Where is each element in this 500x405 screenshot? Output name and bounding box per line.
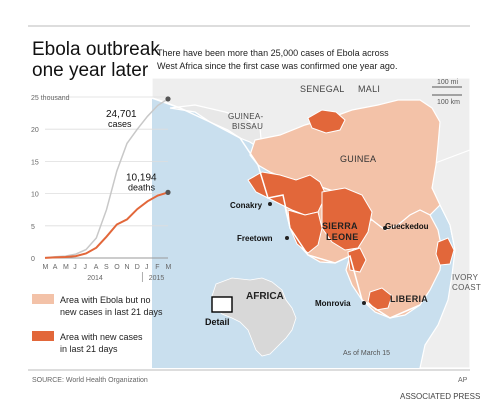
x-tick-label: A bbox=[53, 264, 58, 271]
label-ivory: IVORY bbox=[452, 273, 479, 282]
y-tick-label: 5 bbox=[31, 224, 35, 231]
x-tick-label: J bbox=[145, 264, 149, 271]
label-liberia: LIBERIA bbox=[390, 294, 428, 304]
cases-total-value: 24,701 bbox=[106, 109, 137, 120]
scale-bar: 100 mi 100 km bbox=[432, 79, 462, 106]
label-guinea-bissau-2: BISSAU bbox=[232, 122, 263, 131]
label-conakry: Conakry bbox=[230, 201, 263, 210]
legend-new-cases-line-1: Area with new cases bbox=[60, 332, 143, 342]
label-mali: MALI bbox=[358, 84, 380, 94]
city-dot-monrovia bbox=[362, 301, 366, 305]
y-tick-label: 20 bbox=[31, 127, 39, 134]
africa-silhouette bbox=[211, 277, 297, 357]
legend-swatch-new-cases bbox=[32, 331, 54, 341]
africa-inset: AFRICA Detail bbox=[205, 277, 297, 357]
new-cases-west-sierra-leone bbox=[287, 209, 323, 254]
cases-total-label: cases bbox=[108, 119, 132, 129]
date-note: As of March 15 bbox=[343, 350, 390, 357]
legend-new-cases-line-2: in last 21 days bbox=[60, 344, 118, 354]
label-senegal: SENEGAL bbox=[300, 84, 345, 94]
label-monrovia: Monrovia bbox=[315, 299, 351, 308]
x-tick-label: M bbox=[43, 264, 49, 271]
legend-swatch-old-cases bbox=[32, 294, 54, 304]
subtitle-line-2: West Africa since the first case was con… bbox=[157, 61, 397, 71]
deaths-total-value: 10,194 bbox=[126, 172, 157, 183]
credit-associated-press: ASSOCIATED PRESS bbox=[400, 392, 480, 401]
label-leone: LEONE bbox=[326, 232, 359, 242]
legend: Area with Ebola but no new cases in last… bbox=[32, 294, 163, 354]
x-tick-label: N bbox=[125, 264, 130, 271]
deaths-line bbox=[44, 191, 169, 259]
subtitle-line-1: There have been more than 25,000 cases o… bbox=[157, 48, 389, 58]
label-gueckedou: Gueckedou bbox=[385, 222, 429, 231]
x-tick-label: D bbox=[135, 264, 140, 271]
scale-label-mi: 100 mi bbox=[437, 79, 458, 86]
x-tick-label: A bbox=[94, 264, 99, 271]
city-dot-freetown bbox=[285, 236, 289, 240]
label-coast: COAST bbox=[452, 283, 481, 292]
x-tick-label: F bbox=[155, 264, 159, 271]
x-tick-label: M bbox=[166, 264, 172, 271]
credit-ap: AP bbox=[458, 377, 468, 384]
africa-label: AFRICA bbox=[246, 291, 284, 302]
x-tick-label: O bbox=[114, 264, 120, 271]
y-tick-label: 25 thousand bbox=[31, 95, 70, 102]
cases-endpoint-dot bbox=[165, 96, 171, 102]
senegal-ebola-area bbox=[307, 109, 346, 134]
map: 100 mi 100 km SENEGAL MALI GUINEA- BISSA… bbox=[151, 77, 481, 369]
scale-label-km: 100 km bbox=[437, 99, 460, 106]
y-tick-label: 15 bbox=[31, 159, 39, 166]
label-guinea-bissau-1: GUINEA- bbox=[228, 112, 263, 121]
x-year-label: 2014 bbox=[87, 275, 103, 282]
detail-box bbox=[211, 296, 233, 313]
legend-old-cases-line-2: new cases in last 21 days bbox=[60, 307, 163, 317]
label-guinea: GUINEA bbox=[340, 154, 376, 164]
label-sierra: SIERRA bbox=[322, 221, 358, 231]
source-note: SOURCE: World Health Organization bbox=[32, 377, 148, 384]
headline-line-2: one year later bbox=[32, 60, 149, 81]
new-cases-central-sierra-leone bbox=[321, 187, 373, 251]
x-tick-label: J bbox=[84, 264, 88, 271]
headline-line-1: Ebola outbreak bbox=[32, 39, 160, 60]
x-tick-label: M bbox=[63, 264, 69, 271]
new-cases-southeast-guinea bbox=[435, 237, 455, 266]
coastline bbox=[151, 97, 421, 319]
detail-label: Detail bbox=[205, 317, 230, 327]
x-tick-label: S bbox=[104, 264, 109, 271]
legend-old-cases-line-1: Area with Ebola but no bbox=[60, 295, 151, 305]
x-tick-label: J bbox=[73, 264, 77, 271]
y-tick-label: 0 bbox=[31, 256, 35, 263]
new-cases-monrovia-area bbox=[367, 287, 393, 311]
city-dot-gueckedou bbox=[383, 226, 387, 230]
deaths-total-label: deaths bbox=[128, 182, 156, 192]
city-dot-conakry bbox=[268, 202, 272, 206]
x-year-label: 2015 bbox=[149, 275, 165, 282]
deaths-endpoint-dot bbox=[165, 189, 171, 195]
y-tick-label: 10 bbox=[31, 192, 39, 199]
label-freetown: Freetown bbox=[237, 234, 273, 243]
